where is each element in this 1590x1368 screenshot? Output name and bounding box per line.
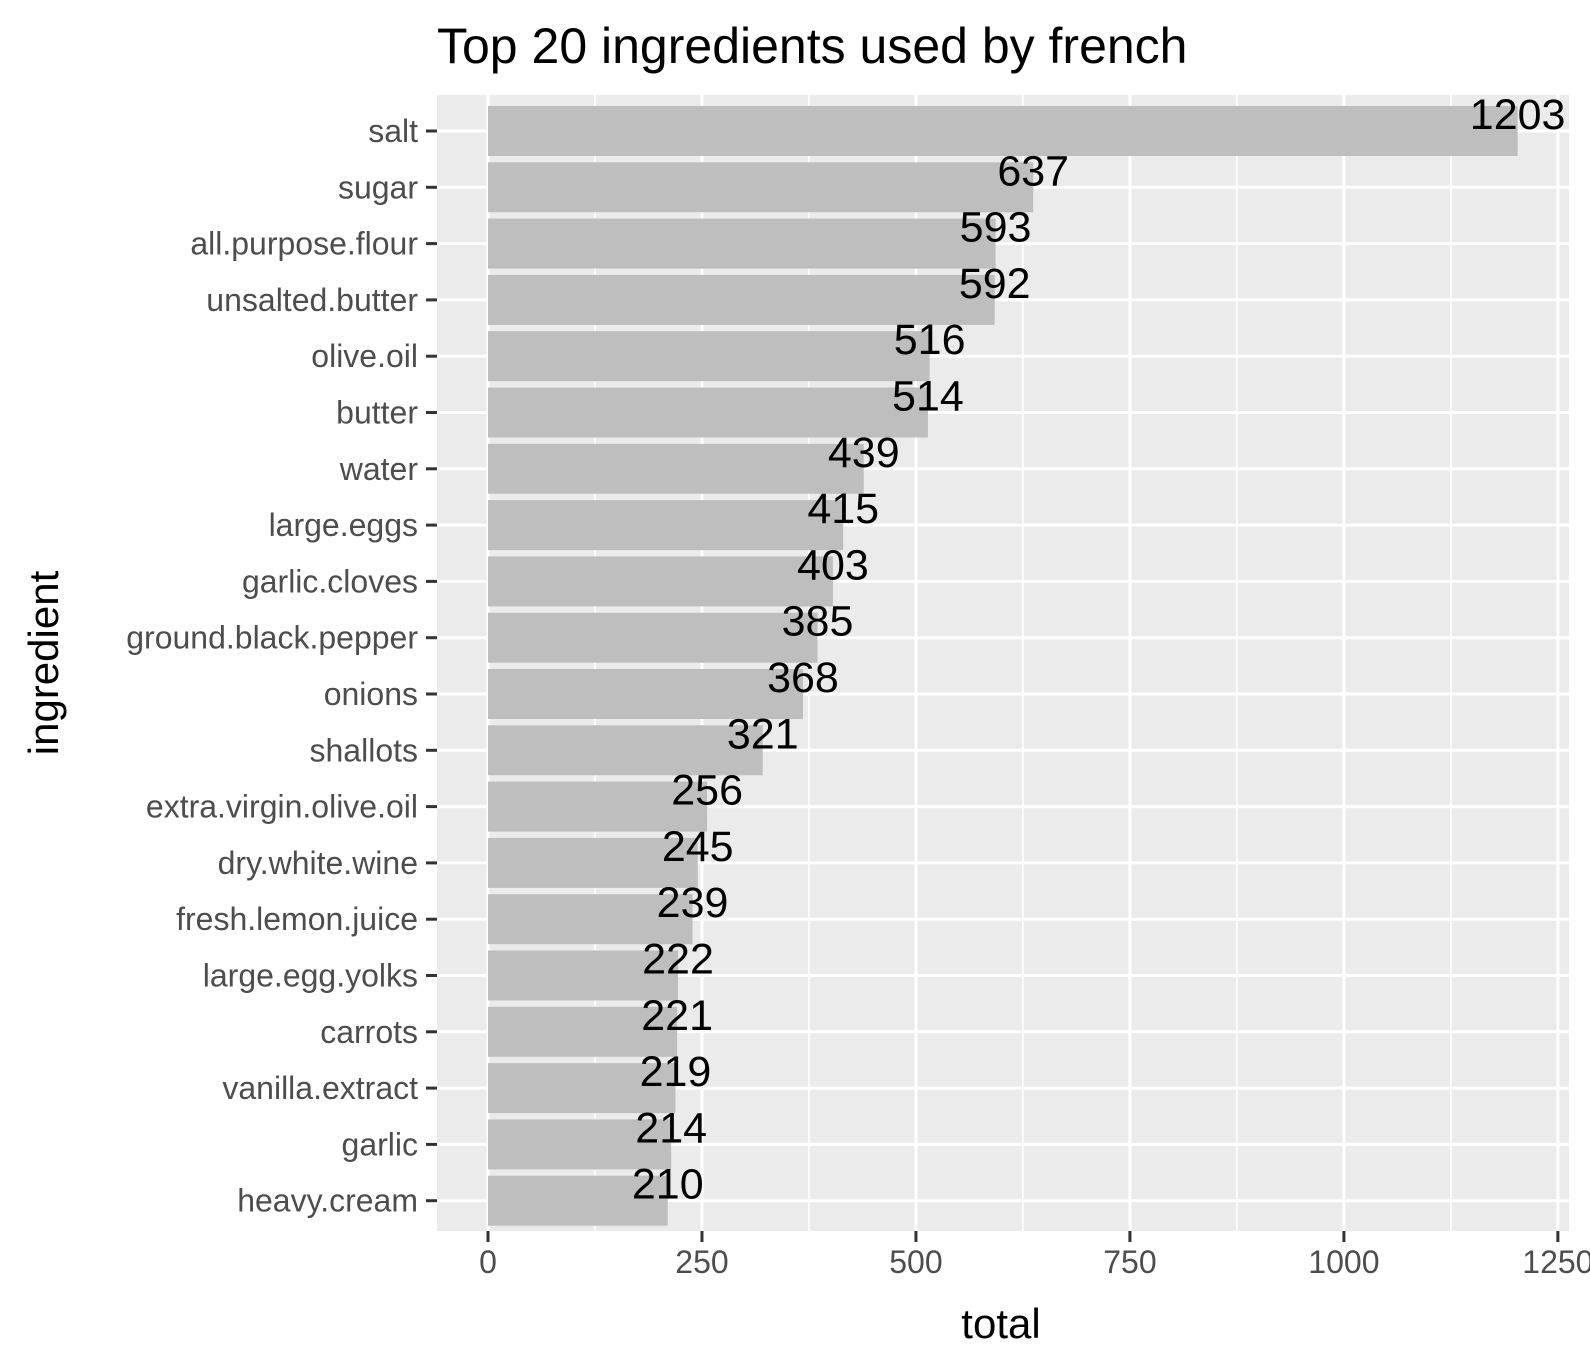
data-label: 210: [632, 1161, 704, 1209]
bar: [488, 218, 996, 269]
data-labels: 1203 637 593 592 516 514 439 415 403 385 368 321 256…: [632, 91, 1566, 1209]
bar: [488, 1175, 668, 1226]
y-tick-label: shallots: [310, 732, 419, 768]
bar: [488, 612, 818, 663]
bar: [488, 387, 928, 438]
y-tick-label: onions: [324, 676, 418, 712]
x-tick-label: 1250: [1522, 1244, 1590, 1280]
x-tick-label: 1000: [1308, 1244, 1379, 1280]
bar: [488, 725, 763, 776]
data-label: 516: [894, 316, 966, 364]
x-tick-label: 500: [889, 1244, 942, 1280]
y-tick-label: carrots: [320, 1014, 418, 1050]
bars: [488, 106, 1518, 1226]
major-gridlines: [437, 95, 1569, 1231]
y-tick-label: water: [339, 451, 419, 487]
data-label: 214: [635, 1104, 707, 1152]
y-tick-label: extra.virgin.olive.oil: [146, 789, 418, 825]
bar: [488, 837, 698, 888]
y-tick-label: large.egg.yolks: [203, 958, 418, 994]
x-axis: 0 250 500 750 1000 1250: [479, 1231, 1590, 1280]
bar: [488, 443, 864, 494]
x-tick-label: 750: [1103, 1244, 1156, 1280]
y-tick-label: butter: [336, 395, 418, 431]
data-label: 514: [892, 373, 964, 421]
x-tick-label: 0: [479, 1244, 497, 1280]
y-tick-label: heavy.cream: [237, 1183, 418, 1219]
data-label: 403: [797, 541, 869, 589]
data-label: 385: [782, 598, 854, 646]
data-label: 439: [828, 429, 900, 477]
bar: [488, 1063, 676, 1114]
data-label: 321: [727, 710, 799, 758]
y-axis-title: ingredient: [20, 570, 67, 755]
y-tick-label: ground.black.pepper: [126, 620, 418, 656]
bar: [488, 950, 679, 1001]
y-tick-label: fresh.lemon.juice: [176, 901, 418, 937]
x-axis-title: total: [961, 1300, 1040, 1347]
data-label: 368: [767, 654, 839, 702]
y-tick-label: sugar: [338, 169, 418, 205]
data-label: 256: [671, 767, 743, 815]
data-label: 245: [662, 823, 734, 871]
y-tick-label: salt: [368, 113, 418, 149]
bar: [488, 1006, 678, 1057]
bar: [488, 331, 930, 382]
bar: [488, 1119, 672, 1170]
y-tick-label: garlic: [342, 1126, 418, 1162]
data-label: 415: [807, 485, 879, 533]
data-label: 637: [997, 147, 1069, 195]
y-tick-label: large.eggs: [269, 507, 418, 543]
data-label: 239: [657, 879, 729, 927]
y-tick-label: all.purpose.flour: [190, 226, 418, 262]
y-tick-label: dry.white.wine: [218, 845, 418, 881]
y-tick-label: garlic.cloves: [242, 563, 418, 599]
y-tick-label: vanilla.extract: [222, 1070, 418, 1106]
bar: [488, 894, 693, 945]
bar: [488, 669, 803, 719]
bar: [488, 162, 1034, 213]
bar: [488, 274, 995, 325]
chart-title: Top 20 ingredients used by french: [437, 18, 1188, 74]
bar: [488, 781, 708, 832]
data-label: 222: [642, 936, 714, 984]
bar: [488, 106, 1518, 156]
bar: [488, 500, 844, 551]
data-label: 219: [640, 1048, 712, 1096]
data-label: 221: [641, 992, 713, 1040]
y-tick-label: unsalted.butter: [206, 282, 418, 318]
data-label: 592: [959, 260, 1031, 308]
bar: [488, 556, 833, 607]
y-tick-label: olive.oil: [311, 338, 418, 374]
data-label: 593: [960, 204, 1032, 252]
data-label: 1203: [1470, 91, 1566, 139]
x-tick-label: 250: [675, 1244, 728, 1280]
y-axis: salt sugar all.purpose.flour unsalted.butte…: [126, 113, 437, 1219]
